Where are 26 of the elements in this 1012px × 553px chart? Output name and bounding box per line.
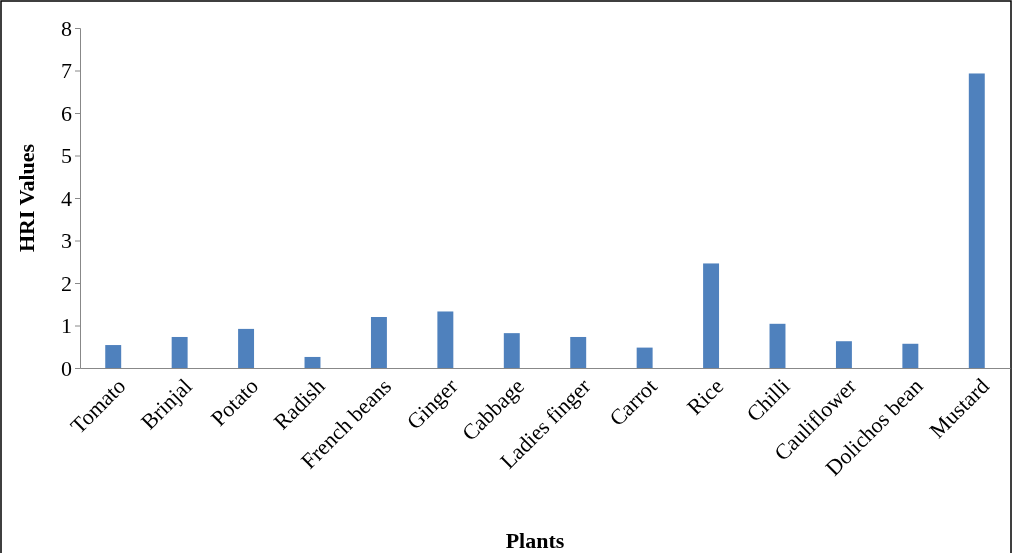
- y-tick-label: 7: [61, 58, 72, 84]
- bar: [902, 343, 919, 368]
- y-tick-label: 1: [61, 313, 72, 339]
- bar: [238, 328, 255, 368]
- bar: [171, 336, 188, 368]
- y-tick-label: 0: [61, 355, 72, 381]
- bar: [570, 336, 587, 368]
- y-tick-label: 8: [61, 15, 72, 41]
- y-tick-label: 5: [61, 143, 72, 169]
- x-tick-label: Rice: [681, 373, 729, 420]
- bar: [370, 317, 387, 368]
- bar: [503, 333, 520, 368]
- bar: [835, 341, 852, 368]
- bar: [703, 263, 720, 368]
- y-tick-label: 6: [61, 100, 72, 126]
- bar: [968, 73, 985, 368]
- y-tick-label: 4: [61, 185, 72, 211]
- x-axis-title: Plants: [505, 528, 565, 553]
- bar: [437, 311, 454, 368]
- bar: [304, 356, 321, 368]
- bar: [105, 345, 122, 368]
- y-tick-label: 3: [61, 228, 72, 254]
- bar: [636, 347, 653, 368]
- y-axis-title: HRI Values: [14, 143, 39, 253]
- bar: [769, 323, 786, 368]
- y-tick-label: 2: [61, 270, 72, 296]
